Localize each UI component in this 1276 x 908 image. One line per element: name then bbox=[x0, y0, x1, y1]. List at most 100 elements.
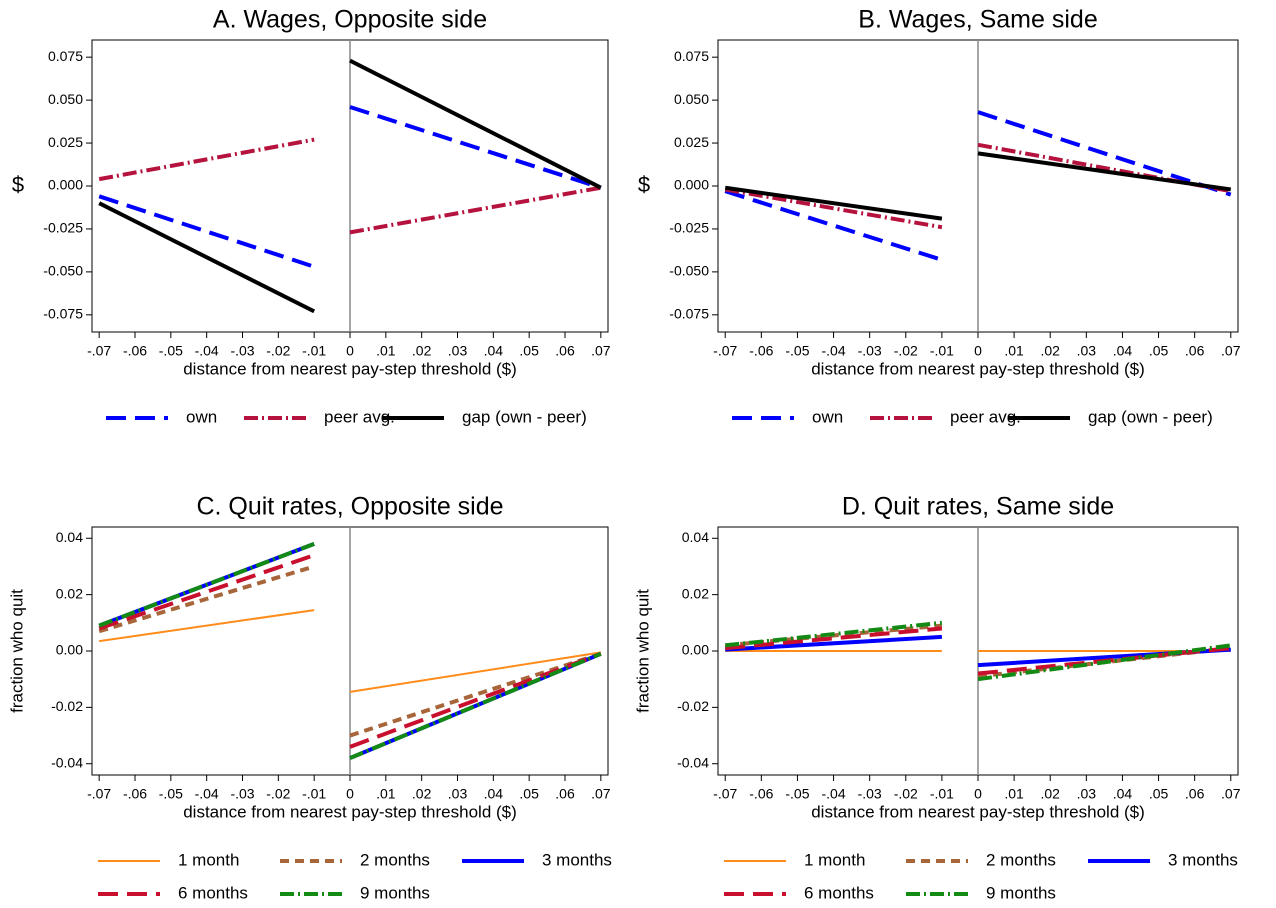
legend-label: peer avg. bbox=[950, 407, 1021, 426]
x-tick-label: .04 bbox=[484, 343, 504, 359]
series-line bbox=[724, 185, 943, 221]
series-line bbox=[349, 651, 602, 738]
y-tick-label: 0.02 bbox=[56, 585, 83, 601]
series-line bbox=[98, 194, 315, 269]
x-tick-label: -.01 bbox=[930, 343, 954, 359]
x-tick-label: -.06 bbox=[749, 786, 773, 802]
chart-title: A. Wages, Opposite side bbox=[213, 6, 487, 34]
y-axis-label: fraction who quit bbox=[633, 589, 652, 713]
x-tick-label: -.07 bbox=[713, 786, 737, 802]
x-tick-label: .06 bbox=[555, 343, 575, 359]
series-line bbox=[725, 620, 943, 648]
x-tick-label: -.02 bbox=[894, 786, 918, 802]
x-tick-label: -.04 bbox=[821, 343, 845, 359]
y-tick-label: -0.025 bbox=[669, 220, 709, 236]
x-tick-label: .01 bbox=[1004, 343, 1024, 359]
x-tick-label: -.07 bbox=[87, 786, 111, 802]
x-tick-label: .03 bbox=[448, 343, 468, 359]
x-axis-label: distance from nearest pay-step threshold… bbox=[183, 359, 517, 378]
x-tick-label: -.01 bbox=[302, 786, 326, 802]
x-tick-label: .06 bbox=[555, 786, 575, 802]
x-tick-label: -.07 bbox=[87, 343, 111, 359]
series-line bbox=[349, 651, 602, 760]
legend-label: 1 month bbox=[178, 850, 239, 869]
x-tick-label: 0 bbox=[974, 343, 982, 359]
x-tick-label: .07 bbox=[591, 786, 611, 802]
series-line bbox=[98, 201, 316, 314]
series-line bbox=[724, 189, 943, 262]
x-tick-label: .07 bbox=[1221, 786, 1241, 802]
x-tick-label: -.03 bbox=[858, 786, 882, 802]
x-tick-label: 0 bbox=[974, 786, 982, 802]
x-tick-label: -.06 bbox=[749, 343, 773, 359]
legend-label: 6 months bbox=[178, 883, 248, 902]
x-axis-label: distance from nearest pay-step threshold… bbox=[811, 802, 1145, 821]
series-line bbox=[977, 151, 1232, 192]
x-tick-label: .04 bbox=[1113, 343, 1133, 359]
x-axis-label: distance from nearest pay-step threshold… bbox=[811, 359, 1145, 378]
y-tick-label: 0.00 bbox=[56, 642, 83, 658]
y-tick-label: -0.050 bbox=[669, 263, 709, 279]
legend-label: 2 months bbox=[360, 850, 430, 869]
x-tick-label: .02 bbox=[1040, 343, 1060, 359]
x-tick-label: .03 bbox=[448, 786, 468, 802]
series-line bbox=[349, 185, 602, 235]
y-axis-label: fraction who quit bbox=[7, 589, 26, 713]
x-tick-label: .03 bbox=[1077, 786, 1097, 802]
x-axis-label: distance from nearest pay-step threshold… bbox=[183, 802, 517, 821]
legend-label: 1 month bbox=[804, 850, 865, 869]
x-tick-label: -.05 bbox=[159, 786, 183, 802]
x-tick-label: -.07 bbox=[713, 343, 737, 359]
y-tick-label: 0.050 bbox=[674, 91, 709, 107]
y-tick-label: -0.04 bbox=[677, 754, 709, 770]
series-line bbox=[725, 634, 943, 652]
legend-label: 3 months bbox=[542, 850, 612, 869]
legend-label: 9 months bbox=[986, 883, 1056, 902]
x-tick-label: .02 bbox=[412, 343, 432, 359]
y-tick-label: 0.04 bbox=[682, 529, 709, 545]
x-tick-label: .07 bbox=[591, 343, 611, 359]
x-tick-label: -.04 bbox=[195, 786, 219, 802]
x-tick-label: -.03 bbox=[230, 343, 254, 359]
x-tick-label: .06 bbox=[1185, 343, 1205, 359]
series-line bbox=[98, 542, 315, 628]
legend-label: own bbox=[186, 407, 217, 426]
legend-label: gap (own - peer) bbox=[1088, 407, 1213, 426]
x-tick-label: .05 bbox=[1149, 786, 1169, 802]
chart-title: C. Quit rates, Opposite side bbox=[196, 493, 503, 521]
series-line bbox=[977, 643, 1232, 682]
x-tick-label: .04 bbox=[1113, 786, 1133, 802]
series-line bbox=[99, 609, 315, 643]
x-tick-label: .06 bbox=[1185, 786, 1205, 802]
series-line bbox=[977, 110, 1232, 197]
x-tick-label: -.06 bbox=[123, 786, 147, 802]
x-tick-label: .01 bbox=[376, 343, 396, 359]
x-tick-label: -.06 bbox=[123, 343, 147, 359]
x-tick-label: -.05 bbox=[785, 786, 809, 802]
series-line bbox=[725, 626, 943, 651]
x-tick-label: -.05 bbox=[159, 343, 183, 359]
series-line bbox=[349, 58, 602, 190]
x-tick-label: -.05 bbox=[785, 343, 809, 359]
x-tick-label: -.02 bbox=[266, 786, 290, 802]
x-tick-label: .01 bbox=[1004, 786, 1024, 802]
y-tick-label: -0.02 bbox=[677, 698, 709, 714]
y-tick-label: 0.050 bbox=[48, 91, 83, 107]
y-axis-label: $ bbox=[638, 172, 650, 197]
x-tick-label: .07 bbox=[1221, 343, 1241, 359]
x-tick-label: .05 bbox=[519, 786, 539, 802]
y-tick-label: 0.02 bbox=[682, 585, 709, 601]
y-tick-label: 0.025 bbox=[48, 134, 83, 150]
series-line bbox=[349, 105, 602, 190]
series-line bbox=[349, 651, 602, 760]
x-tick-label: -.02 bbox=[266, 343, 290, 359]
y-tick-label: -0.04 bbox=[51, 754, 83, 770]
legend-label: 9 months bbox=[360, 883, 430, 902]
series-line bbox=[977, 142, 1232, 194]
y-tick-label: 0.000 bbox=[674, 177, 709, 193]
x-tick-label: .01 bbox=[376, 786, 396, 802]
series-line bbox=[98, 564, 315, 634]
series-line bbox=[349, 651, 601, 693]
chart-title: D. Quit rates, Same side bbox=[842, 493, 1114, 521]
